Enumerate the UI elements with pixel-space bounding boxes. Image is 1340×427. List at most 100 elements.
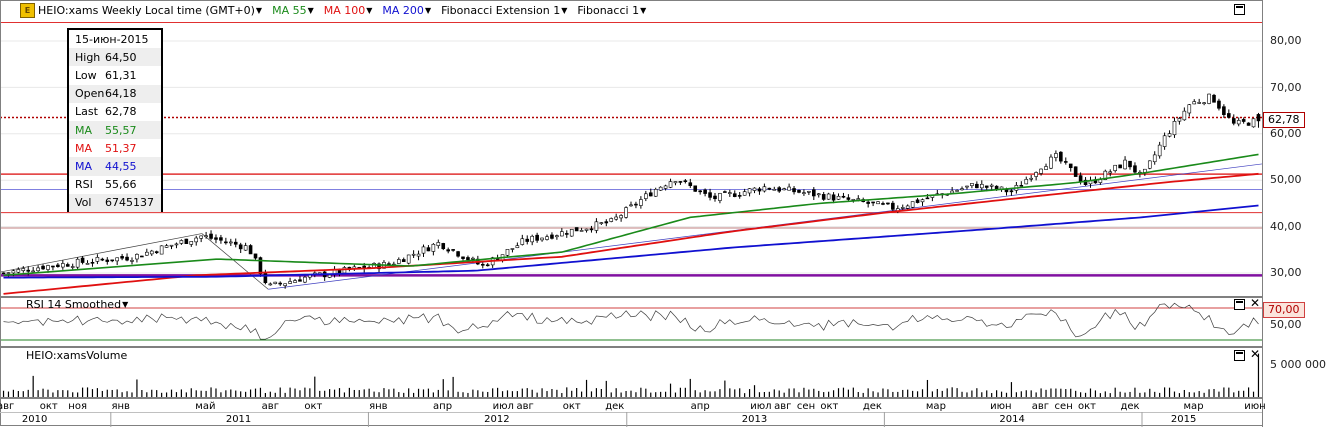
candle-body — [288, 281, 292, 284]
candle-body — [1049, 156, 1053, 169]
candle-body — [140, 255, 144, 258]
candle-body — [767, 187, 772, 190]
candle-body — [11, 270, 16, 274]
rsi-panel-label[interactable]: RSI 14 Smoothed ▼ — [26, 298, 129, 311]
candle-body — [782, 188, 786, 191]
candle-body — [159, 245, 164, 255]
candle-body — [75, 258, 80, 268]
candle-body — [866, 201, 870, 204]
x-year-label: 2015 — [1170, 414, 1197, 425]
rsi-panel-minimize-button[interactable] — [1234, 299, 1245, 310]
candle-body — [263, 271, 268, 284]
candle-body — [614, 216, 618, 220]
candle-body — [461, 256, 465, 259]
candle-body — [268, 283, 273, 286]
candle-body — [984, 185, 989, 188]
ma200-toggle[interactable]: MA 200 ▼ — [382, 3, 432, 17]
price-panel-minimize-button[interactable] — [1234, 4, 1245, 15]
candle-body — [164, 245, 169, 248]
candle-body — [802, 192, 806, 194]
x-month-label: июл — [492, 401, 514, 412]
candle-body — [125, 256, 129, 261]
candle-body — [1227, 113, 1231, 118]
symbol-selector[interactable]: E HEIO:xams Weekly Local time (GMT+0) ▼ — [20, 2, 262, 18]
candle-body — [243, 245, 248, 251]
candle-body — [910, 201, 915, 208]
x-month-label: апр — [690, 401, 710, 412]
x-month-label: окт — [562, 401, 581, 412]
candle-body — [1251, 118, 1256, 128]
rsi-panel-frame — [0, 297, 1263, 347]
candle-body — [1202, 102, 1206, 105]
x-month-label: янв — [369, 401, 388, 412]
ma55-toggle[interactable]: MA 55 ▼ — [272, 3, 314, 17]
x-month-label: авг — [0, 401, 15, 412]
candle-body — [1133, 165, 1137, 173]
candle-body — [609, 218, 614, 222]
chart-settings-icon[interactable]: E — [20, 2, 35, 18]
candle-body — [1212, 94, 1216, 103]
candle-body — [658, 186, 663, 191]
rsi-panel-close-icon[interactable]: ✕ — [1249, 296, 1261, 310]
candle-body — [56, 264, 60, 267]
candle-body — [1039, 168, 1043, 174]
candle-body — [396, 259, 401, 264]
volume-panel-close-icon[interactable]: ✕ — [1249, 347, 1261, 361]
candle-body — [1, 272, 6, 275]
x-month-label: янв — [111, 401, 130, 412]
candle-body — [130, 260, 134, 262]
candle-body — [1157, 144, 1162, 157]
candle-body — [149, 250, 154, 255]
candle-body — [989, 184, 994, 187]
rsi-line — [3, 302, 1259, 340]
candle-body — [644, 193, 648, 199]
candle-body — [579, 230, 584, 232]
candle-body — [1187, 104, 1192, 114]
candle-body — [90, 262, 95, 264]
candle-body — [920, 199, 925, 203]
candle-body — [584, 228, 589, 231]
candle-body — [594, 221, 599, 231]
candle-body — [1073, 166, 1078, 177]
candle-body — [1034, 172, 1038, 177]
tooltip-volume: Vol 6745137 — [69, 193, 161, 212]
candle-body — [1177, 118, 1182, 122]
volume-panel-minimize-button[interactable] — [1234, 350, 1245, 361]
candle-body — [589, 228, 594, 231]
fibonacci-toggle[interactable]: Fibonacci 1 ▼ — [577, 3, 647, 17]
x-month-label: авг — [516, 401, 534, 412]
candle-body — [619, 215, 623, 219]
candle-body — [871, 201, 875, 204]
candle-body — [812, 189, 816, 197]
candle-body — [925, 197, 930, 200]
candle-body — [831, 194, 836, 201]
candle-body — [629, 204, 633, 207]
candle-body — [1236, 120, 1241, 125]
candle-body — [80, 257, 85, 263]
y-tick-60: 60,00 — [1270, 127, 1302, 140]
candle-body — [960, 188, 964, 191]
candle-body — [1113, 164, 1117, 171]
x-year-label: 2010 — [21, 414, 48, 425]
candle-body — [604, 221, 609, 224]
candle-body — [214, 237, 218, 240]
candle-body — [886, 202, 890, 205]
ma100-toggle[interactable]: MA 100 ▼ — [323, 3, 373, 17]
candle-body — [1083, 179, 1088, 185]
candle-body — [510, 248, 515, 250]
candle-body — [1029, 177, 1033, 180]
candle-body — [698, 190, 702, 193]
candle-body — [36, 267, 40, 272]
tooltip-ma200: MA 44,55 — [69, 157, 161, 176]
volume-panel-label: HEIO:xamsVolume — [26, 349, 128, 362]
fibonacci-extension-toggle[interactable]: Fibonacci Extension 1 ▼ — [441, 3, 568, 17]
candle-body — [881, 203, 885, 205]
fib-extension-line — [0, 233, 202, 273]
candle-body — [303, 276, 307, 283]
y-tick-50: 50,00 — [1270, 173, 1302, 186]
candle-body — [1162, 135, 1167, 147]
candle-body — [792, 188, 796, 193]
candle-body — [663, 185, 668, 189]
candle-body — [668, 181, 673, 188]
